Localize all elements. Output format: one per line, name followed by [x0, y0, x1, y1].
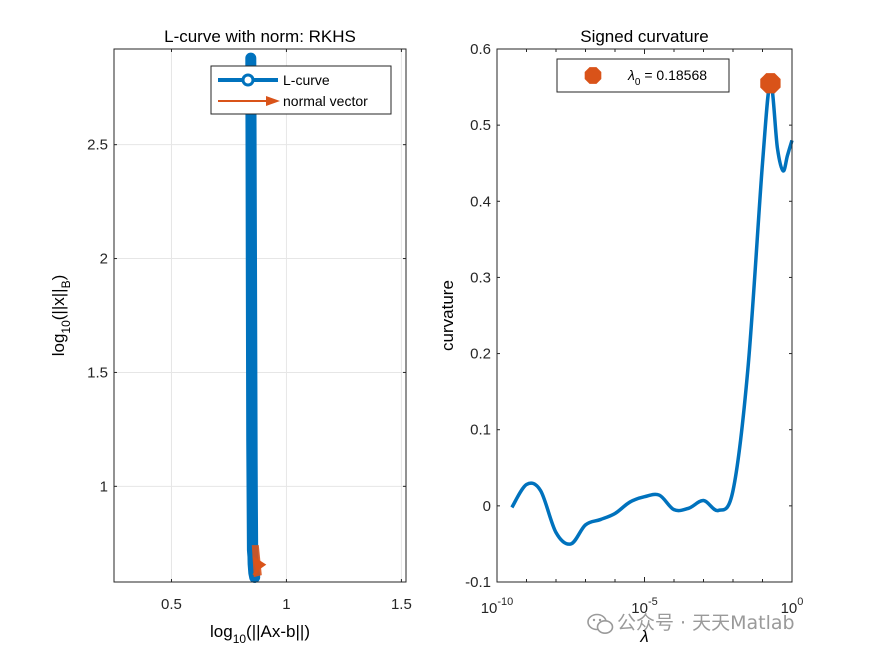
chart-title: L-curve with norm: RKHS [164, 27, 356, 46]
legend-label: λ0 = 0.18568 [627, 67, 707, 88]
legend-normal-label: normal vector [283, 93, 368, 109]
y-tick-label: -0.1 [465, 574, 491, 591]
chart-title: Signed curvature [580, 27, 709, 46]
legend-marker [584, 67, 602, 84]
y-tick-label: 0.3 [470, 269, 491, 286]
x-tick-label: 100 [781, 596, 804, 617]
axes-box [113, 48, 407, 583]
x-tick-label: 1.5 [391, 596, 412, 613]
legend-lcurve-marker [241, 73, 255, 87]
lambda0-marker [760, 73, 781, 94]
legend: λ0 = 0.18568 [556, 58, 730, 93]
watermark-text: 公众号 · 天天Matlab [617, 612, 795, 634]
plot-area [114, 49, 406, 582]
normal-vector-marker [251, 545, 262, 578]
y-tick-label: 0.1 [470, 422, 491, 439]
legend-lcurve-label: L-curve [283, 72, 330, 88]
watermark: 公众号 · 天天Matlab [587, 612, 795, 634]
x-tick-label: 10-5 [631, 596, 657, 617]
legend-normal-arrowhead [266, 96, 280, 106]
y-tick-label: 2 [100, 251, 108, 268]
y-tick-label: 0.6 [470, 41, 491, 58]
y-axis-label: curvature [438, 280, 457, 351]
right-axes: 10-10 10-5 100 -0.1 0 0.1 0.2 0.3 0.4 0.5 0.6 Signe… [438, 27, 803, 646]
plot-area [497, 49, 792, 582]
y-tick-label: 1.5 [87, 364, 108, 381]
y-tick-label: 0.4 [470, 193, 491, 210]
y-axis-label: log10(||x||B) [49, 275, 73, 357]
y-tick-label: 2.5 [87, 137, 108, 154]
x-tick-label: 0.5 [161, 596, 182, 613]
y-tick-label: 0 [483, 498, 491, 515]
x-axis-label: λ [639, 627, 648, 646]
legend-box [210, 65, 392, 115]
y-tick-label: 1 [100, 478, 108, 495]
l-curve-line [245, 52, 261, 583]
x-axis-label: log10(||Ax-b||) [210, 622, 310, 646]
y-tick-label: 0.5 [470, 117, 491, 134]
wechat-icon [587, 613, 614, 634]
y-tick-label: 0.2 [470, 346, 491, 363]
x-tick-label: 1 [282, 596, 290, 613]
x-tick-label: 10-10 [481, 596, 514, 617]
left-axes: 0.5 1 1.5 1 1.5 2 2.5 L-curve with norm: RKHS lo… [49, 27, 412, 646]
legend: L-curve normal vector [210, 65, 392, 115]
